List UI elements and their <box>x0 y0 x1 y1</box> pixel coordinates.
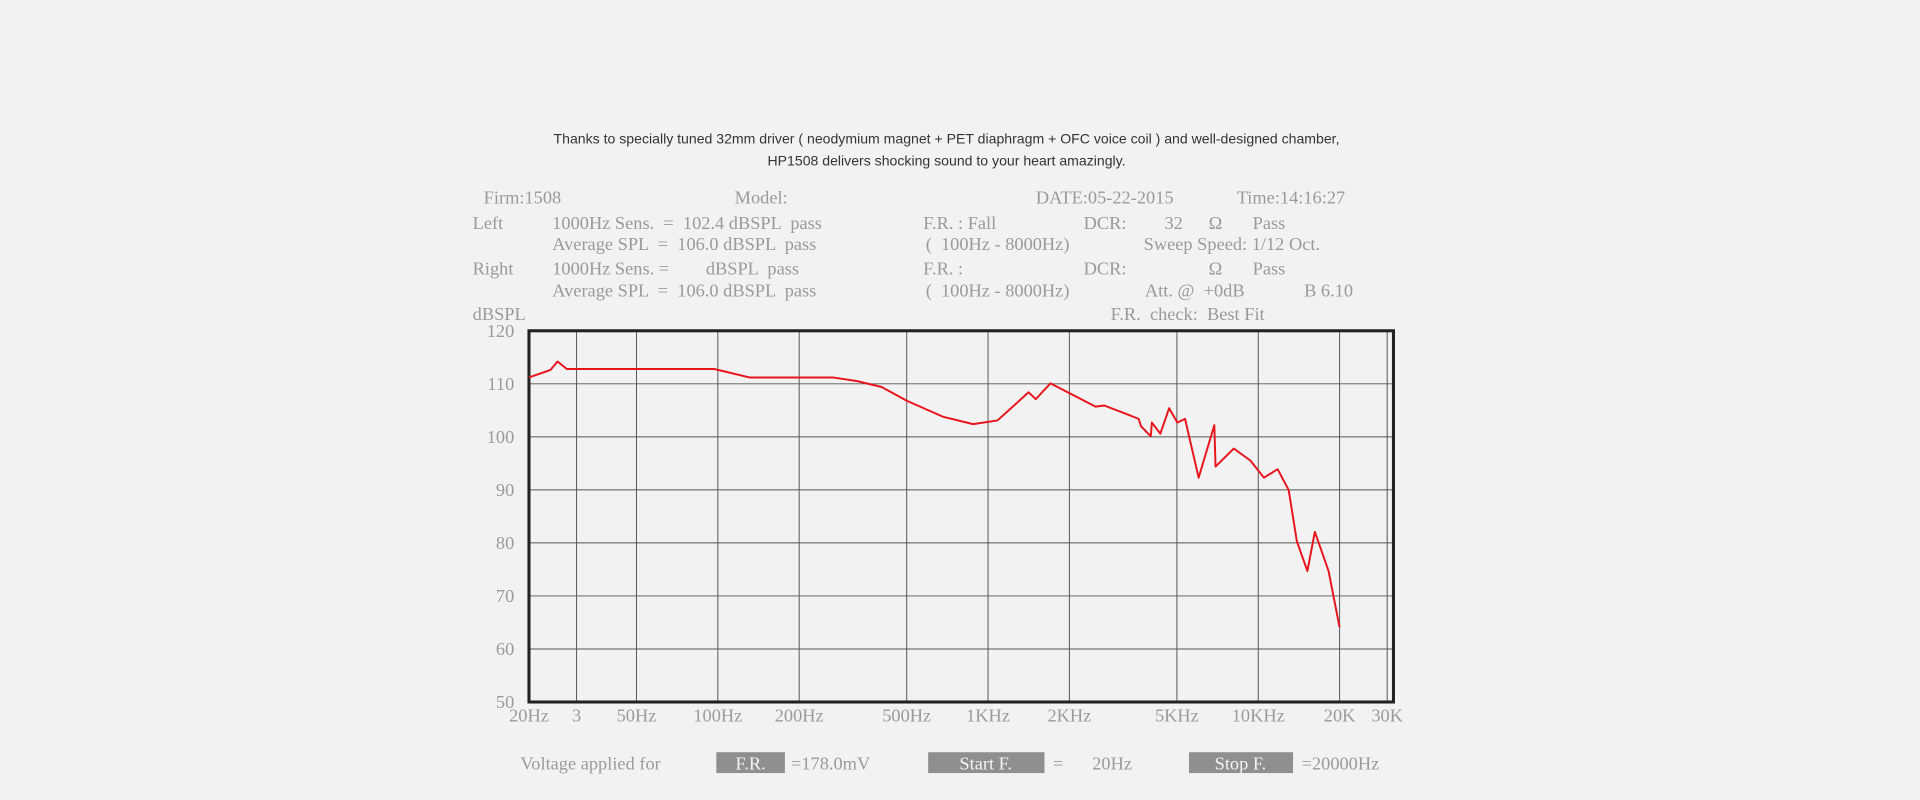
x-tick-label: 50Hz <box>617 706 657 726</box>
y-tick-label: 110 <box>487 374 514 394</box>
footer-text: = <box>1053 753 1063 773</box>
annotation: Att. @ +0dB <box>1145 280 1245 300</box>
footer-text: 20Hz <box>1092 753 1132 773</box>
x-tick-label: 100Hz <box>693 706 742 726</box>
footer-text: Voltage applied for <box>520 753 660 773</box>
annotation: F.R. : <box>923 258 963 278</box>
y-tick-label: 100 <box>487 427 515 447</box>
footer-text: =178.0mV <box>791 753 871 773</box>
annotation: F.R. check: Best Fit <box>1111 304 1265 324</box>
y-tick-label: 70 <box>496 586 514 606</box>
x-tick-label: 20Hz <box>509 706 549 726</box>
label-box <box>928 752 1045 774</box>
annotation: ( 100Hz - 8000Hz) <box>926 280 1070 301</box>
x-tick-label: 10KHz <box>1232 706 1285 726</box>
y-tick-label: 120 <box>487 321 515 341</box>
y-axis-label: dBSPL <box>473 304 526 324</box>
annotation: Average SPL = 106.0 dBSPL pass <box>552 234 816 254</box>
annotation: Ω <box>1209 258 1223 278</box>
annotation: 1000Hz Sens. = dBSPL pass <box>552 258 799 278</box>
x-tick-label: 200Hz <box>775 706 824 726</box>
annotation: F.R. : Fall <box>923 213 996 233</box>
annotation: Pass <box>1253 213 1286 233</box>
y-tick-label: 50 <box>496 692 514 712</box>
y-tick-label: 80 <box>496 533 514 553</box>
x-tick-label: 2KHz <box>1047 706 1091 726</box>
label-box <box>1188 752 1294 774</box>
label-box <box>716 752 785 774</box>
series-line <box>528 360 1341 628</box>
footer-text: =20000Hz <box>1302 753 1380 773</box>
subtitle: HP1508 delivers shocking sound to your h… <box>767 152 1125 168</box>
annotation: Ω <box>1209 213 1223 233</box>
annotation: DCR: <box>1084 258 1127 278</box>
x-tick-label: 500Hz <box>882 706 931 726</box>
annotation: 1000Hz Sens. = 102.4 dBSPL pass <box>552 213 822 233</box>
x-tick-label: 30K <box>1371 706 1403 726</box>
annotation: Model: <box>735 187 788 207</box>
footer-text: F.R. <box>736 753 766 773</box>
annotation: Time:14:16:27 <box>1237 187 1345 207</box>
x-tick-label: 1KHz <box>966 706 1010 726</box>
plot-frame <box>527 329 1395 704</box>
annotation: Sweep Speed: 1/12 Oct. <box>1144 234 1320 254</box>
annotation: DATE:05-22-2015 <box>1036 187 1174 207</box>
annotation: B 6.10 <box>1304 280 1353 300</box>
x-tick-label: 20K <box>1324 706 1356 726</box>
annotation: Pass <box>1253 258 1286 278</box>
x-tick-label: 5KHz <box>1155 706 1199 726</box>
x-tick-label: 3 <box>572 706 581 726</box>
annotation: Left <box>473 213 504 233</box>
annotation: Right <box>473 258 514 278</box>
annotation: Average SPL = 106.0 dBSPL pass <box>552 280 816 300</box>
annotation: ( 100Hz - 8000Hz) <box>926 234 1070 255</box>
y-tick-label: 90 <box>496 480 514 500</box>
footer-text: Stop F. <box>1215 753 1267 773</box>
annotation: Firm:1508 <box>484 187 562 207</box>
subtitle: Thanks to specially tuned 32mm driver ( … <box>554 130 1340 146</box>
annotation: DCR: <box>1084 213 1127 233</box>
y-tick-label: 60 <box>496 639 514 659</box>
annotation: 32 <box>1164 213 1182 233</box>
footer-text: Start F. <box>959 753 1012 773</box>
